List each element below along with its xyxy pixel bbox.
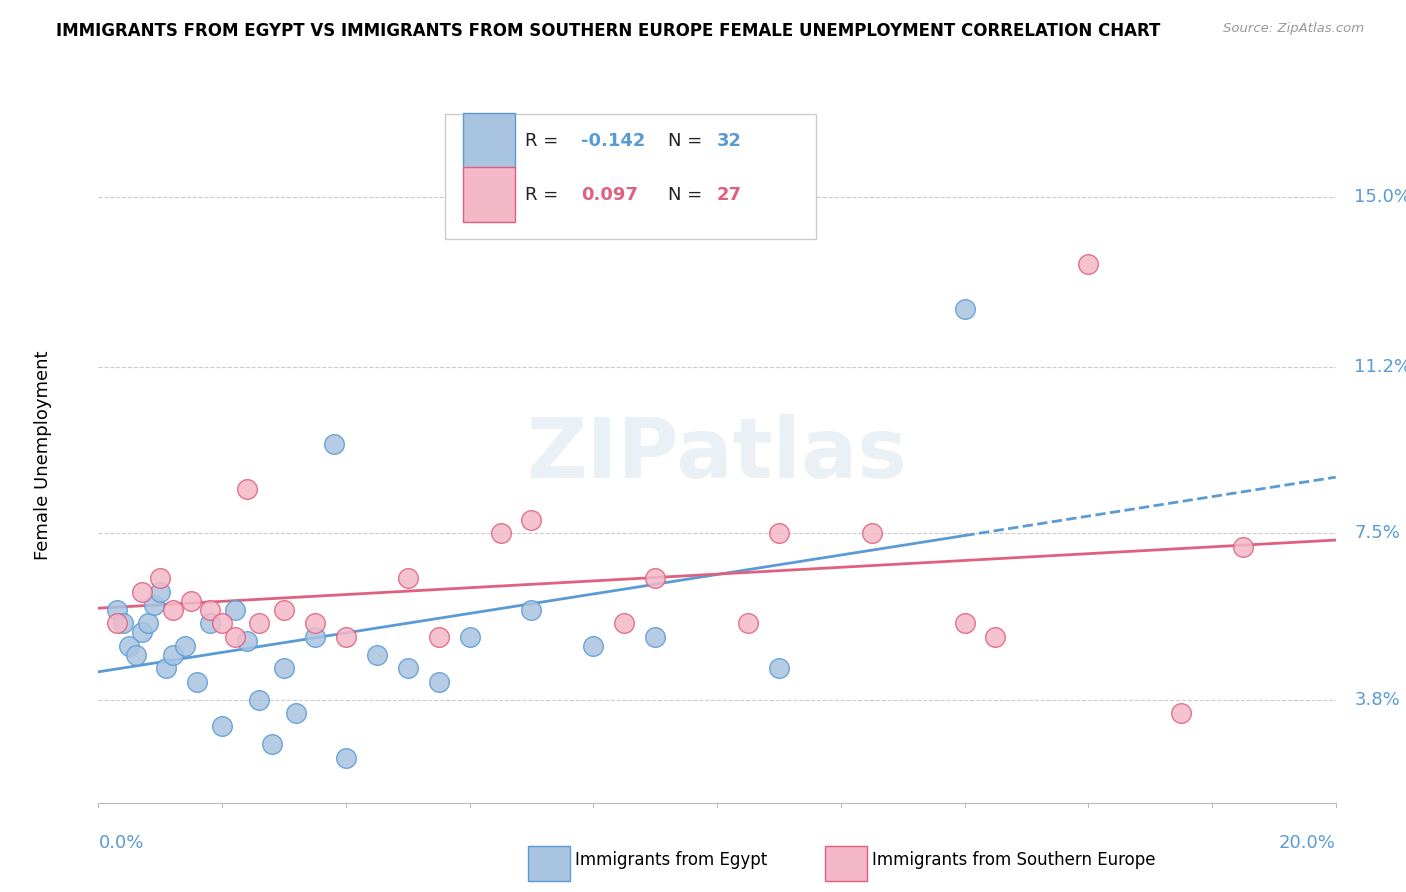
Point bbox=[236, 634, 259, 648]
Point bbox=[136, 616, 159, 631]
Point bbox=[304, 630, 326, 644]
Point bbox=[427, 674, 450, 689]
Point bbox=[644, 630, 666, 644]
Text: R =: R = bbox=[526, 186, 564, 203]
Point bbox=[124, 648, 146, 662]
Point bbox=[155, 661, 177, 675]
Point bbox=[105, 616, 128, 631]
Point bbox=[335, 630, 357, 644]
Point bbox=[174, 639, 197, 653]
Text: Source: ZipAtlas.com: Source: ZipAtlas.com bbox=[1223, 22, 1364, 36]
Point bbox=[112, 616, 135, 631]
Point bbox=[520, 603, 543, 617]
Point bbox=[768, 526, 790, 541]
Point bbox=[224, 603, 246, 617]
Point bbox=[198, 603, 221, 617]
Text: 20.0%: 20.0% bbox=[1279, 834, 1336, 852]
Point bbox=[1170, 706, 1192, 720]
Text: 0.0%: 0.0% bbox=[98, 834, 143, 852]
FancyBboxPatch shape bbox=[825, 846, 866, 881]
Point bbox=[149, 571, 172, 585]
Text: 0.097: 0.097 bbox=[581, 186, 638, 203]
Text: 27: 27 bbox=[717, 186, 742, 203]
Point bbox=[180, 594, 202, 608]
Point bbox=[162, 648, 184, 662]
Point bbox=[211, 616, 233, 631]
FancyBboxPatch shape bbox=[527, 846, 569, 881]
FancyBboxPatch shape bbox=[464, 113, 516, 169]
Point bbox=[860, 526, 883, 541]
Text: N =: N = bbox=[668, 132, 707, 150]
Text: Female Unemployment: Female Unemployment bbox=[34, 351, 52, 559]
Point bbox=[162, 603, 184, 617]
Text: 7.5%: 7.5% bbox=[1354, 524, 1400, 542]
Point bbox=[105, 603, 128, 617]
Point bbox=[644, 571, 666, 585]
Point bbox=[396, 661, 419, 675]
Point bbox=[322, 436, 344, 450]
Text: 11.2%: 11.2% bbox=[1354, 359, 1406, 376]
Point bbox=[489, 526, 512, 541]
Point bbox=[582, 639, 605, 653]
Text: Immigrants from Southern Europe: Immigrants from Southern Europe bbox=[872, 851, 1156, 869]
Text: -0.142: -0.142 bbox=[581, 132, 645, 150]
Text: 32: 32 bbox=[717, 132, 742, 150]
FancyBboxPatch shape bbox=[464, 167, 516, 222]
Point bbox=[520, 513, 543, 527]
Point bbox=[131, 625, 153, 640]
Point bbox=[131, 584, 153, 599]
Point bbox=[273, 661, 295, 675]
Point bbox=[149, 584, 172, 599]
Text: ZIPatlas: ZIPatlas bbox=[527, 415, 907, 495]
Point bbox=[224, 630, 246, 644]
Point bbox=[236, 482, 259, 496]
Text: R =: R = bbox=[526, 132, 564, 150]
Point bbox=[953, 616, 976, 631]
Point bbox=[260, 738, 283, 752]
Point bbox=[1077, 257, 1099, 271]
Point bbox=[186, 674, 208, 689]
Point bbox=[366, 648, 388, 662]
Point bbox=[273, 603, 295, 617]
FancyBboxPatch shape bbox=[444, 114, 815, 239]
Point bbox=[285, 706, 308, 720]
Point bbox=[396, 571, 419, 585]
Point bbox=[304, 616, 326, 631]
Point bbox=[953, 301, 976, 316]
Point bbox=[1232, 540, 1254, 554]
Text: 3.8%: 3.8% bbox=[1354, 690, 1400, 708]
Point bbox=[143, 599, 166, 613]
Point bbox=[427, 630, 450, 644]
Point bbox=[247, 692, 270, 706]
Point bbox=[458, 630, 481, 644]
Text: 15.0%: 15.0% bbox=[1354, 188, 1406, 206]
Point bbox=[984, 630, 1007, 644]
Point bbox=[335, 751, 357, 765]
Text: IMMIGRANTS FROM EGYPT VS IMMIGRANTS FROM SOUTHERN EUROPE FEMALE UNEMPLOYMENT COR: IMMIGRANTS FROM EGYPT VS IMMIGRANTS FROM… bbox=[56, 22, 1160, 40]
Point bbox=[768, 661, 790, 675]
Text: Immigrants from Egypt: Immigrants from Egypt bbox=[575, 851, 768, 869]
Point bbox=[613, 616, 636, 631]
Point bbox=[118, 639, 141, 653]
Point bbox=[211, 719, 233, 733]
Point bbox=[737, 616, 759, 631]
Text: N =: N = bbox=[668, 186, 707, 203]
Point bbox=[198, 616, 221, 631]
Point bbox=[247, 616, 270, 631]
